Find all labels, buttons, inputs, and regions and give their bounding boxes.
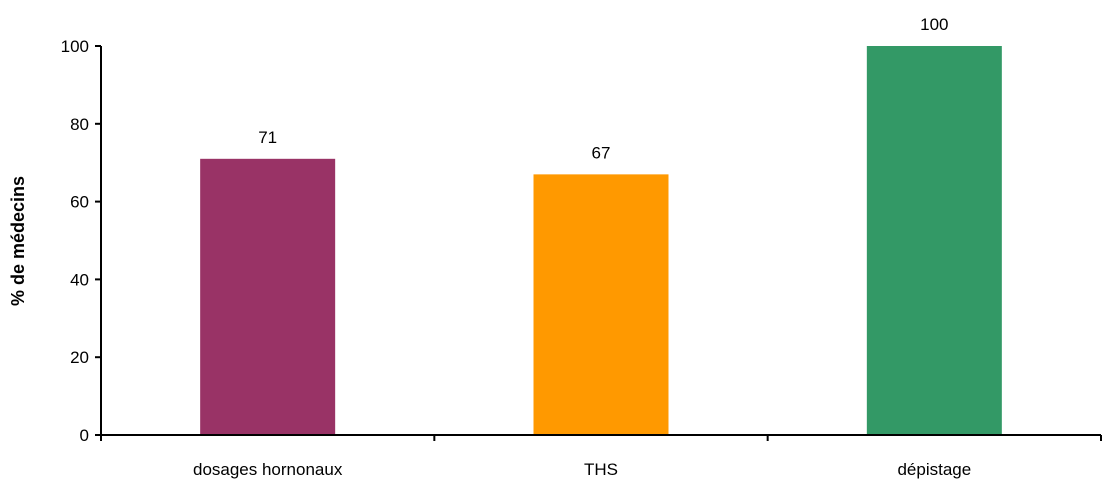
category-label-1: dosages hornonaux — [193, 460, 343, 479]
bars-group — [200, 46, 1002, 435]
bar-2 — [533, 174, 669, 435]
bar-1 — [200, 158, 336, 435]
y-tick-label-100: 100 — [61, 37, 89, 56]
data-label-3: 100 — [920, 15, 948, 34]
bar-3 — [866, 46, 1002, 435]
y-tick-label-60: 60 — [70, 193, 89, 212]
y-tick-label-0: 0 — [80, 426, 89, 445]
category-label-3: dépistage — [897, 460, 971, 479]
data-label-1: 71 — [258, 128, 277, 147]
data-label-2: 67 — [592, 143, 611, 162]
y-axis-title: % de médecins — [8, 176, 28, 306]
category-label-2: THS — [584, 460, 618, 479]
y-tick-label-40: 40 — [70, 270, 89, 289]
data-labels-group: 71 67 100 — [258, 15, 948, 162]
y-tick-label-80: 80 — [70, 115, 89, 134]
y-tick-label-20: 20 — [70, 348, 89, 367]
x-axis: dosages hornonaux THS dépistage — [100, 434, 1102, 479]
y-axis: 0 20 40 60 80 100 — [61, 37, 102, 445]
